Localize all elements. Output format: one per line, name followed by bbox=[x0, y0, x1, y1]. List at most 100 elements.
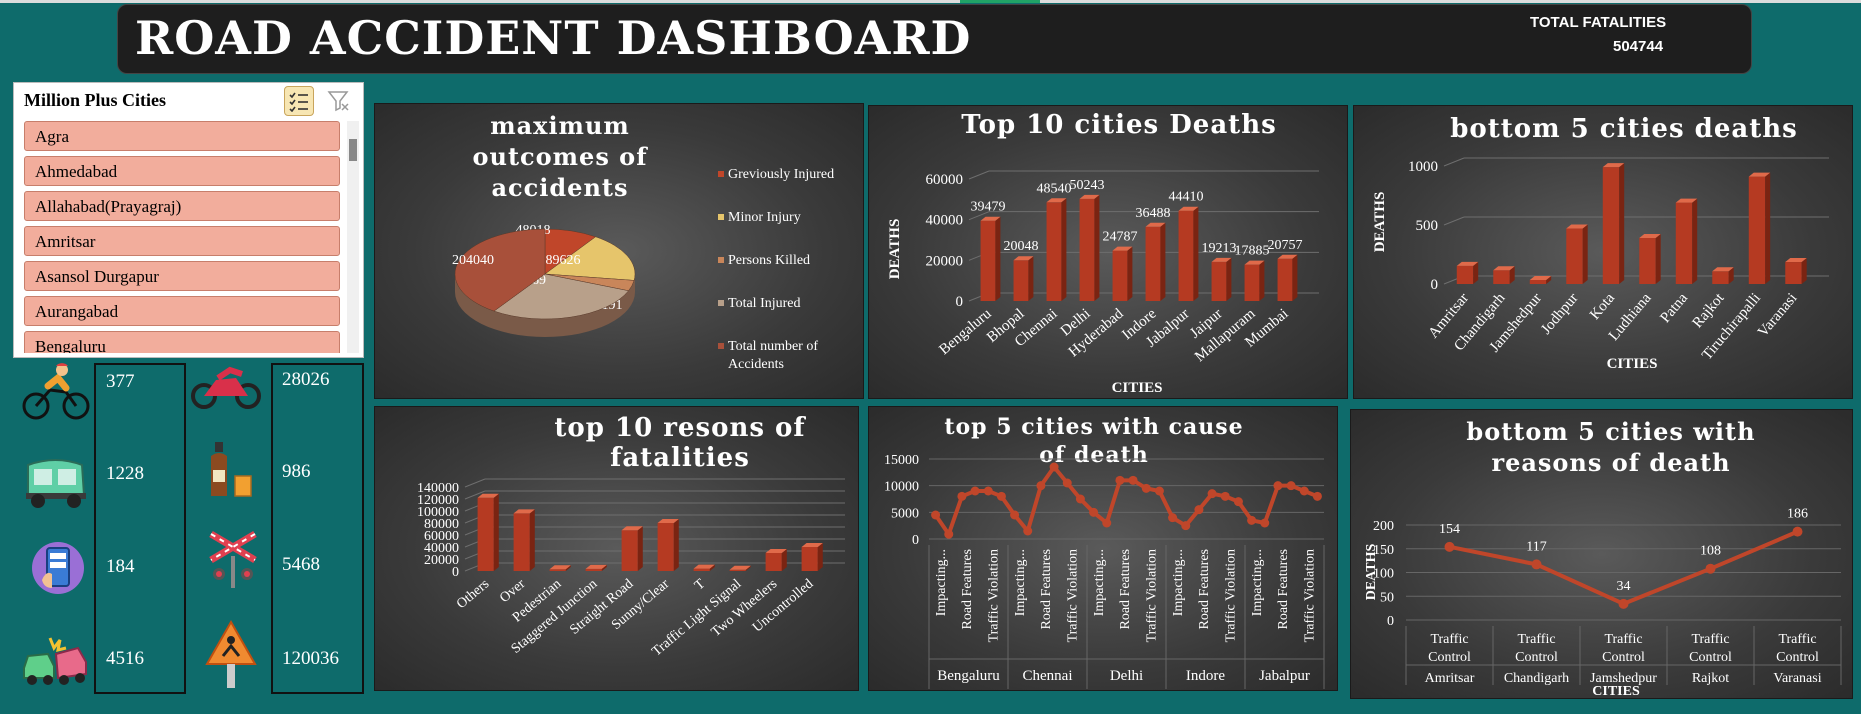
x-tick-label: Traffic bbox=[1691, 632, 1729, 647]
bar bbox=[585, 568, 602, 571]
bar bbox=[801, 547, 818, 571]
bar bbox=[621, 530, 638, 571]
group-label: Indore bbox=[1186, 668, 1225, 684]
slicer-scroll-thumb[interactable] bbox=[349, 139, 357, 161]
line-data-label: 108 bbox=[1700, 544, 1721, 559]
bar-side bbox=[601, 564, 607, 571]
x-tick-label: Road Features bbox=[1276, 549, 1291, 629]
line-point bbox=[1705, 563, 1716, 574]
bar-top bbox=[1277, 254, 1298, 259]
bar-side bbox=[745, 565, 751, 571]
y-tick-label: 20000 bbox=[926, 253, 964, 269]
bar bbox=[477, 497, 494, 571]
slicer-item[interactable]: Asansol Durgapur bbox=[24, 261, 340, 291]
y-axis-label: DEATHS bbox=[1372, 192, 1388, 253]
bar bbox=[980, 220, 996, 301]
dashboard-title: ROAD ACCIDENT DASHBOARD bbox=[135, 11, 972, 65]
slicer-item[interactable]: Allahabad(Prayagraj) bbox=[24, 191, 340, 221]
y-tick-label: 0 bbox=[1431, 277, 1439, 293]
slicer-item[interactable]: Bengaluru bbox=[24, 331, 340, 353]
bar bbox=[1493, 270, 1510, 284]
line-point bbox=[1286, 481, 1296, 491]
bar-data-label: 44410 bbox=[1168, 190, 1203, 205]
stat-box-left bbox=[94, 363, 186, 694]
stat-value-cyclist: 377 bbox=[106, 371, 135, 392]
stat-value-roadwork: 120036 bbox=[282, 648, 339, 669]
mobile-phone-icon bbox=[32, 542, 84, 594]
x-tick-label: Traffic Violation bbox=[986, 549, 1001, 642]
bar-side bbox=[781, 549, 787, 571]
y-tick-label: 0 bbox=[912, 533, 919, 548]
bar-side bbox=[1619, 163, 1625, 284]
bar bbox=[729, 569, 746, 571]
motorbike-icon bbox=[191, 366, 261, 409]
bar-top bbox=[1211, 257, 1232, 262]
line-point bbox=[1036, 481, 1046, 491]
stat-value-crash: 4516 bbox=[106, 648, 144, 669]
line-point bbox=[1273, 481, 1283, 491]
bar-top bbox=[1178, 206, 1199, 211]
car-crash-icon bbox=[23, 637, 87, 685]
x-tick-label: Traffic bbox=[1778, 632, 1816, 647]
city-slicer[interactable]: Million Plus Cities Agra Ahmedabad Allah… bbox=[13, 82, 364, 358]
slicer-item[interactable]: Amritsar bbox=[24, 226, 340, 256]
line-point bbox=[1260, 518, 1270, 528]
slicer-list: Agra Ahmedabad Allahabad(Prayagraj) Amri… bbox=[24, 121, 340, 353]
group-label: Jabalpur bbox=[1259, 668, 1310, 684]
bar bbox=[1566, 228, 1583, 284]
bar bbox=[1675, 202, 1693, 284]
y-tick-label: 0 bbox=[452, 565, 459, 580]
gridline-depth bbox=[968, 170, 990, 180]
y-tick-label: 0 bbox=[956, 294, 964, 310]
slicer-title: Million Plus Cities bbox=[24, 90, 167, 110]
line-data-label: 186 bbox=[1787, 507, 1808, 522]
x-tick-label: Impacting... bbox=[1171, 549, 1186, 616]
bar bbox=[765, 553, 782, 571]
y-tick-label: 10000 bbox=[884, 480, 919, 495]
multiselect-icon[interactable] bbox=[284, 86, 314, 116]
line-point bbox=[1220, 491, 1230, 501]
bar-side bbox=[1582, 224, 1588, 284]
x-tick-label: Traffic Violation bbox=[1223, 549, 1238, 642]
slicer-item[interactable]: Ahmedabad bbox=[24, 156, 340, 186]
bar bbox=[1079, 198, 1095, 301]
slicer-scrollbar[interactable] bbox=[347, 121, 359, 353]
panel-bottom5-deaths: bottom 5 cities deaths 0 500 1000 Amritsar C… bbox=[1353, 105, 1853, 399]
pie-data-label: 89626 bbox=[546, 253, 581, 268]
y-tick-label: 150 bbox=[1373, 543, 1394, 558]
line-point bbox=[1792, 526, 1803, 537]
total-fatalities-label: TOTAL FATALITIES bbox=[1530, 14, 1667, 31]
bar bbox=[1529, 279, 1547, 284]
slicer-item[interactable]: Agra bbox=[24, 121, 340, 151]
y-tick-label: 50 bbox=[1380, 590, 1394, 605]
bar-top bbox=[1145, 222, 1166, 227]
bar-side bbox=[1546, 275, 1552, 284]
x-tick-label: Control bbox=[1689, 650, 1732, 665]
bottom5-bar-chart: 05001000AmritsarChandigarhJamshedpurJodh… bbox=[1372, 157, 1829, 372]
y-tick-label: 200 bbox=[1373, 519, 1394, 534]
y-axis-label: DEATHS bbox=[887, 219, 903, 280]
clear-filter-icon[interactable] bbox=[324, 86, 354, 116]
bar-top bbox=[621, 526, 643, 531]
y-tick-label: 100 bbox=[1373, 567, 1394, 582]
line-point bbox=[1531, 559, 1542, 570]
bar-side bbox=[995, 216, 1001, 301]
y-tick-label: 80000 bbox=[424, 517, 459, 532]
group-label: Chennai bbox=[1023, 668, 1073, 684]
bar bbox=[1244, 264, 1260, 301]
bar bbox=[1456, 265, 1474, 284]
slicer-item[interactable]: Aurangabad bbox=[24, 296, 340, 326]
excel-column-strip bbox=[0, 0, 1861, 3]
legend-swatch bbox=[718, 257, 724, 263]
line-point bbox=[931, 510, 941, 520]
bar bbox=[1602, 167, 1620, 284]
bar-side bbox=[1728, 267, 1734, 284]
bar-top bbox=[1566, 224, 1588, 229]
bar-top bbox=[1046, 198, 1067, 203]
auto-rickshaw-icon bbox=[26, 459, 86, 508]
bar-side bbox=[1193, 206, 1199, 301]
legend-entry: Total Injured bbox=[728, 296, 801, 311]
legend-swatch bbox=[718, 343, 724, 349]
bar bbox=[1277, 258, 1293, 301]
bar-side bbox=[1765, 172, 1771, 284]
